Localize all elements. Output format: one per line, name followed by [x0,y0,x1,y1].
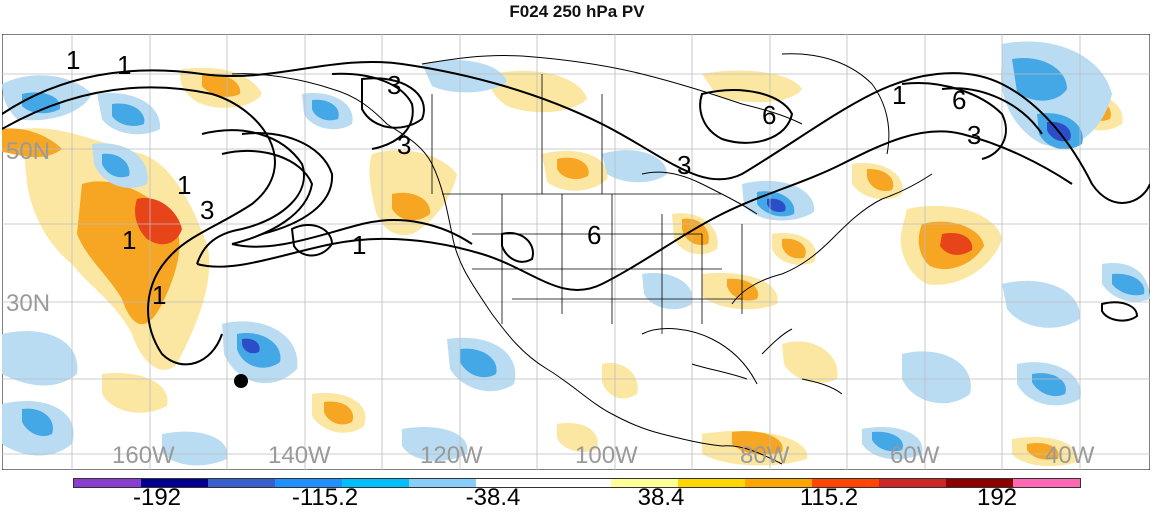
colorbar-segment [677,479,745,487]
contour-label: 3 [967,120,981,150]
contour-label: 1 [66,45,80,75]
map-title: F024 250 hPa PV [509,2,645,21]
lat-label-50n: 50N [6,138,51,165]
state-borders [431,74,743,334]
contour-label: 6 [587,220,601,250]
colorbar-label: 38.4 [637,484,685,511]
contour-label: 1 [117,50,131,80]
pv-contours [2,60,1150,366]
lat-label-30n: 30N [6,290,51,317]
contour-label: 1 [122,225,136,255]
colorbar-segment [342,479,410,487]
contour-labels: 1 3 6 6 3 1 3 1 1 1 3 6 3 1 1 [66,45,981,310]
lon-label: 100W [575,442,638,469]
contour-label: 1 [892,80,906,110]
colorbar-label: -38.4 [465,484,521,511]
lon-label: 80W [740,442,790,469]
colorbar-segment [945,479,1013,487]
colorbar-segment [811,479,879,487]
contour-label: 1 [152,280,166,310]
marker-dot [234,374,248,388]
colorbar-segment [744,479,812,487]
colorbar-label: 115.2 [799,484,859,511]
contour-label: 1 [352,230,366,260]
coastlines [231,53,933,465]
contour-label: 3 [387,70,401,100]
contour-label: 3 [397,130,411,160]
colorbar-segment [878,479,946,487]
colorbar-segment [476,479,544,487]
contour-label: 3 [200,195,214,225]
colorbar-label: -192 [132,484,182,511]
contour-label: 1 [177,170,191,200]
contour-label: 3 [677,150,691,180]
colorbar-segment [74,479,142,487]
graticule [2,34,1150,470]
colorbar-label: 192 [976,484,1018,511]
contour-label: 6 [952,85,966,115]
pv-map: 1 3 6 6 3 1 3 1 1 1 3 6 3 1 1 [2,34,1150,470]
colorbar-segment [610,479,678,487]
lon-label: 60W [890,442,940,469]
colorbar-segment [1012,479,1080,487]
colorbar-segment [409,479,477,487]
colorbar-segment [208,479,276,487]
colorbar-label: -115.2 [291,484,359,511]
colorbar-segment [275,479,343,487]
contour-label: 6 [762,100,776,130]
colorbar-segment [543,479,611,487]
lon-label: 120W [420,442,483,469]
lon-label: 160W [112,442,175,469]
colorbar [73,478,1081,488]
colorbar-segment [141,479,209,487]
lon-label: 140W [268,442,331,469]
lon-label: 40W [1045,442,1095,469]
